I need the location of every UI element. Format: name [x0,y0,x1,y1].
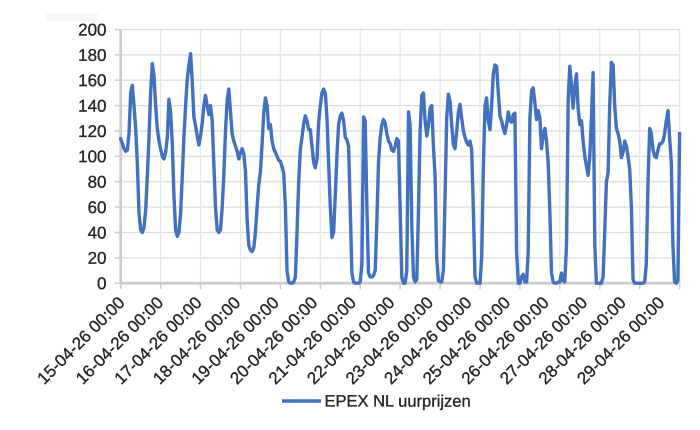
svg-text:80: 80 [88,173,107,192]
svg-text:200: 200 [78,20,106,39]
svg-text:40: 40 [88,223,107,242]
svg-text:EPEX NL uurprijzen: EPEX NL uurprijzen [324,393,470,411]
svg-text:180: 180 [78,46,106,65]
svg-text:140: 140 [78,97,106,116]
svg-text:20: 20 [88,249,107,268]
svg-text:60: 60 [88,198,107,217]
svg-text:0: 0 [97,274,106,293]
svg-text:100: 100 [78,147,106,166]
svg-text:120: 120 [78,122,106,141]
svg-text:160: 160 [78,71,106,90]
